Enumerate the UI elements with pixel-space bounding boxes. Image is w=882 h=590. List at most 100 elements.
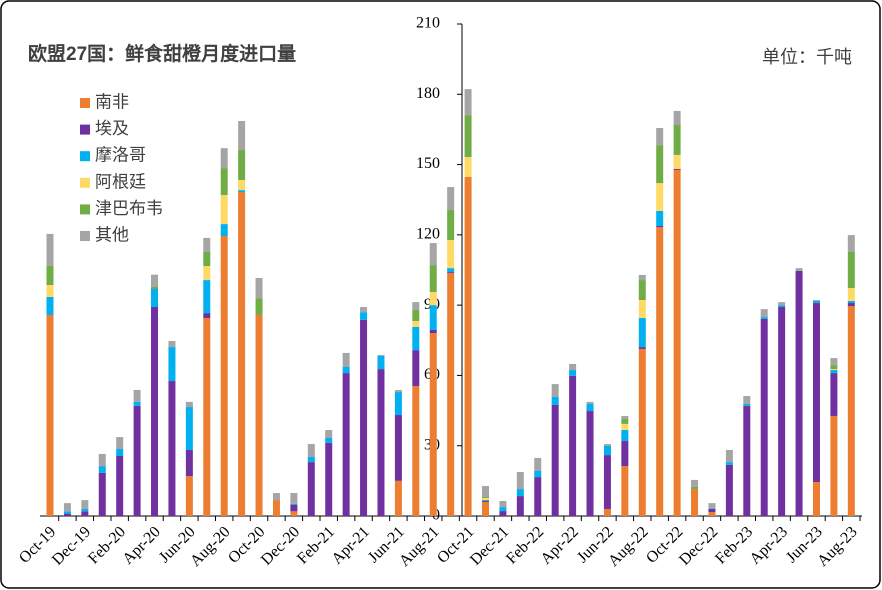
- bar-segment: [290, 503, 298, 505]
- bar-segment: [482, 486, 489, 498]
- bar-segment: [830, 415, 838, 516]
- bar-segment: [812, 300, 820, 304]
- bar-segment: [656, 227, 664, 516]
- bar-segment: [342, 373, 350, 516]
- bar-segment: [499, 511, 507, 516]
- bar-segment: [499, 507, 507, 512]
- bar-segment: [847, 300, 855, 304]
- bar-segment: [203, 266, 211, 281]
- bar-segment: [708, 508, 716, 509]
- bar-segment: [830, 358, 838, 366]
- bar-segment: [238, 190, 246, 192]
- bar-segment: [447, 272, 455, 274]
- bar-segment: [412, 302, 420, 311]
- bar-segment: [63, 503, 71, 512]
- bar-segment: [46, 266, 54, 285]
- bar-segment: [708, 512, 716, 516]
- bar-segment: [569, 363, 577, 371]
- bar-segment: [586, 411, 594, 516]
- bar-segment: [812, 482, 820, 516]
- bar-segment: [603, 444, 611, 446]
- bar-segment: [412, 326, 420, 351]
- bar-segment: [429, 292, 437, 306]
- legend-swatch: [80, 231, 90, 241]
- bar-segment: [586, 404, 594, 412]
- bar-segment: [447, 273, 455, 516]
- bar-segment: [46, 233, 54, 267]
- bar-segment: [133, 389, 141, 402]
- bar-segment: [151, 307, 159, 516]
- bar-segment: [464, 89, 472, 116]
- legend-swatch: [80, 98, 90, 108]
- bar-segment: [551, 396, 559, 405]
- bar-segment: [656, 183, 664, 211]
- bar-segment: [412, 350, 420, 386]
- bar-segment: [133, 405, 141, 516]
- bar-segment: [621, 441, 629, 467]
- bar-segment: [290, 504, 298, 512]
- bar-segment: [98, 453, 106, 467]
- bar-segment: [638, 299, 646, 319]
- bar-segment: [168, 381, 176, 516]
- bar-segment: [46, 296, 54, 315]
- bar-segment: [656, 128, 664, 146]
- bar-segment: [168, 347, 176, 382]
- bar-segment: [621, 415, 629, 420]
- legend-swatch: [80, 124, 90, 135]
- bar-segment: [691, 489, 699, 516]
- bar-segment: [603, 445, 611, 456]
- bar-segment: [412, 321, 420, 327]
- bar-segment: [412, 385, 420, 516]
- bar-segment: [133, 401, 141, 406]
- bar-segment: [238, 191, 246, 517]
- bar-segment: [116, 448, 124, 457]
- bar-segment: [830, 373, 838, 416]
- bar-segment: [621, 430, 629, 442]
- bar-segment: [220, 236, 228, 516]
- bar-segment: [429, 333, 437, 516]
- bar-segment: [255, 277, 263, 299]
- bar-segment: [342, 366, 350, 374]
- bar-segment: [325, 430, 333, 438]
- bar-segment: [812, 303, 820, 483]
- bar-segment: [377, 369, 385, 516]
- bar-segment: [638, 318, 646, 348]
- bar-segment: [377, 355, 385, 356]
- legend-label: 津巴布韦: [95, 199, 163, 218]
- bar-segment: [394, 389, 402, 393]
- bar-segment: [447, 268, 455, 273]
- bar-segment: [516, 489, 524, 497]
- bar-segment: [847, 288, 855, 301]
- bar-segment: [429, 265, 437, 293]
- legend-swatch: [80, 151, 90, 162]
- bar-segment: [603, 508, 611, 516]
- bar-segment: [203, 280, 211, 314]
- bar-segment: [621, 423, 629, 431]
- bar-segment: [220, 224, 228, 237]
- bar-segment: [429, 243, 437, 266]
- bar-segment: [638, 280, 646, 300]
- bar-segment: [464, 115, 472, 158]
- chart-title: 欧盟27国：鲜食甜橙月度进口量: [28, 42, 296, 65]
- bar-segment: [447, 210, 455, 241]
- bar-segment: [673, 169, 681, 516]
- bar-segment: [725, 449, 733, 463]
- bar-segment: [482, 500, 489, 502]
- bar-segment: [168, 340, 176, 348]
- bar-segment: [482, 497, 489, 501]
- bar-segment: [551, 384, 559, 397]
- bar-segment: [151, 274, 159, 287]
- bar-segment: [447, 240, 455, 269]
- bar-segment: [272, 493, 280, 501]
- bar-segment: [638, 274, 646, 281]
- bar-segment: [847, 303, 855, 307]
- bar-segment: [795, 270, 803, 516]
- bar-segment: [760, 309, 768, 318]
- bar-segment: [847, 251, 855, 289]
- bar-segment: [203, 237, 211, 252]
- bar-segment: [116, 437, 124, 449]
- y-tick-label: 120: [416, 226, 440, 243]
- bar-segment: [482, 497, 489, 498]
- bar-segment: [412, 310, 420, 322]
- bar-segment: [482, 501, 489, 502]
